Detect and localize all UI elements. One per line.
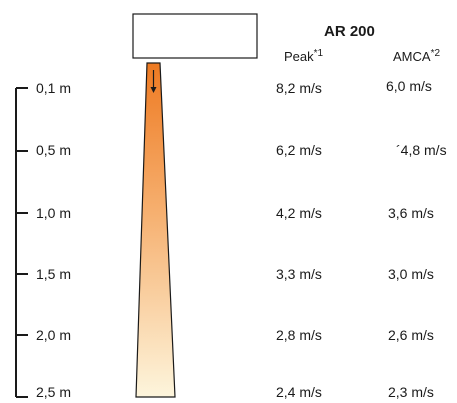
amca-footnote-marker: *2 <box>430 48 441 59</box>
amca-column-header: AMCA*2 <box>393 48 441 64</box>
amca-velocity-value: ´4,8 m/s <box>396 142 447 158</box>
amca-velocity-value: 6,0 m/s <box>386 78 432 94</box>
amca-velocity-value: 3,6 m/s <box>388 205 434 221</box>
peak-velocity-value: 6,2 m/s <box>276 142 322 158</box>
distance-label: 0,1 m <box>36 80 72 96</box>
peak-column-header: Peak*1 <box>284 48 324 64</box>
model-title: AR 200 <box>324 23 375 40</box>
distance-label: 2,5 m <box>36 384 72 400</box>
amca-label: AMCA <box>393 49 431 64</box>
amca-velocity-value: 2,6 m/s <box>388 327 434 343</box>
amca-velocity-value: 3,0 m/s <box>388 266 434 282</box>
flow-direction-arrow-icon <box>150 70 157 93</box>
distance-label: 2,0 m <box>36 327 72 343</box>
peak-footnote-marker: *1 <box>313 48 324 59</box>
distance-label: 0,5 m <box>36 142 72 158</box>
peak-velocity-value: 8,2 m/s <box>276 80 322 96</box>
peak-velocity-value: 4,2 m/s <box>276 205 322 221</box>
air-jet-cone <box>135 62 176 398</box>
distance-scale <box>15 87 28 398</box>
peak-label: Peak <box>284 49 314 64</box>
peak-velocity-value: 2,8 m/s <box>276 327 322 343</box>
peak-velocity-value: 3,3 m/s <box>276 266 322 282</box>
amca-velocity-value: 2,3 m/s <box>388 384 434 400</box>
distance-label: 1,0 m <box>36 205 72 221</box>
peak-velocity-value: 2,4 m/s <box>276 384 322 400</box>
air-curtain-unit <box>132 13 258 59</box>
distance-label: 1,5 m <box>36 266 72 282</box>
